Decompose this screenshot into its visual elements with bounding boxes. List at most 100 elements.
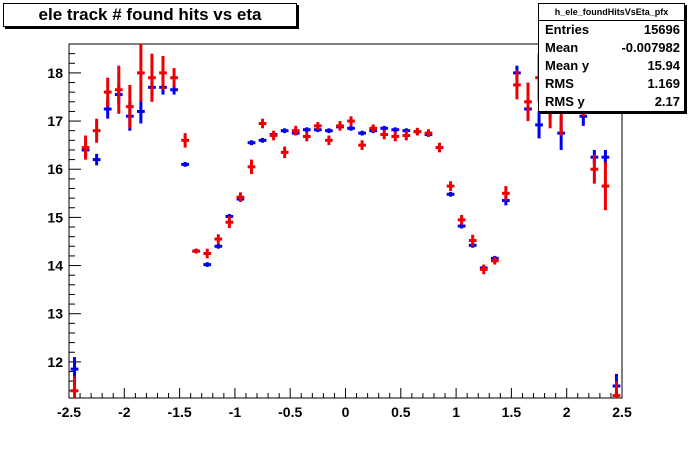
data-point — [347, 125, 355, 131]
data-point — [302, 131, 311, 142]
x-tick-label: -1 — [229, 404, 242, 420]
data-point — [313, 122, 322, 130]
data-point — [269, 130, 278, 141]
data-point — [291, 125, 300, 136]
data-point — [369, 124, 378, 133]
x-tick-label: -1.5 — [168, 404, 192, 420]
data-point — [391, 131, 400, 142]
data-point — [435, 142, 444, 153]
stats-row-rms-y: RMS y 2.17 — [539, 93, 684, 111]
data-point — [325, 135, 333, 146]
data-point — [391, 127, 400, 133]
data-point — [192, 248, 201, 254]
data-point — [490, 256, 499, 265]
x-tick-label: -2 — [118, 404, 131, 420]
data-point — [70, 376, 79, 398]
data-point — [258, 118, 267, 129]
stats-label: RMS y — [545, 94, 585, 109]
stats-value: -0.007982 — [621, 40, 680, 55]
axes: -2.5 -2 -1.5 -1 -0.5 0 0.5 1 1.5 2 2.5 12 13 14 15 16 17… — [47, 43, 632, 420]
data-point — [92, 118, 101, 143]
x-tick-label: 1 — [452, 404, 460, 420]
x-tick-label: 2 — [563, 404, 571, 420]
stats-value: 15.94 — [647, 58, 680, 73]
data-point — [325, 128, 333, 134]
data-point — [524, 82, 532, 122]
x-tick-label: 1.5 — [502, 404, 522, 420]
y-tick-label: 13 — [47, 306, 63, 322]
data-point — [181, 162, 190, 167]
stats-label: Mean — [545, 40, 579, 55]
stats-label: Mean y — [545, 58, 590, 73]
data-point — [590, 154, 599, 184]
data-point — [258, 137, 267, 143]
data-point — [446, 191, 455, 197]
data-point — [159, 56, 167, 90]
stats-row-rms: RMS 1.169 — [539, 75, 684, 93]
x-tick-label: 2.5 — [612, 404, 632, 420]
y-tick-label: 16 — [47, 161, 63, 177]
x-tick-label: -2.5 — [57, 404, 81, 420]
data-markers — [70, 44, 621, 398]
data-point — [413, 127, 422, 136]
data-point — [170, 68, 178, 88]
y-tick-label: 14 — [47, 258, 63, 274]
data-point — [214, 243, 223, 249]
data-point — [137, 99, 145, 124]
stats-box: h_ele_foundHitsVsEta_pfx Entries 15696 M… — [538, 3, 685, 112]
data-point — [236, 192, 245, 202]
x-tick-label: -0.5 — [278, 404, 302, 420]
data-point — [181, 133, 190, 148]
data-point — [114, 65, 123, 114]
data-point — [457, 214, 466, 225]
data-point — [479, 264, 488, 275]
data-point — [125, 84, 134, 129]
data-point — [402, 130, 411, 141]
data-point — [535, 111, 543, 139]
data-point — [446, 181, 455, 191]
y-tick-label: 12 — [47, 354, 63, 370]
data-point — [247, 159, 256, 175]
data-point — [380, 129, 389, 140]
stats-label: Entries — [545, 22, 590, 37]
data-point — [203, 248, 212, 259]
y-tick-label: 15 — [47, 209, 63, 225]
stats-value: 2.17 — [654, 94, 680, 109]
data-point — [247, 140, 256, 146]
y-tick-label: 18 — [47, 65, 63, 81]
data-point — [468, 234, 477, 247]
stats-histogram-name: h_ele_foundHitsVsEta_pfx — [539, 4, 684, 21]
data-point — [513, 70, 521, 100]
data-point — [137, 44, 145, 102]
x-tick-label: 0 — [342, 404, 350, 420]
stats-row-mean: Mean -0.007982 — [539, 39, 684, 57]
data-point — [302, 127, 311, 133]
data-point — [280, 146, 289, 159]
chart-title: ele track # found hits vs eta — [3, 3, 297, 27]
data-point — [358, 130, 366, 136]
stats-row-mean-y: Mean y 15.94 — [539, 57, 684, 75]
data-point — [225, 216, 234, 228]
x-tick-label: 0.5 — [391, 404, 411, 420]
stats-row-entries: Entries 15696 — [539, 21, 684, 39]
data-point — [336, 121, 344, 131]
y-tick-label: 17 — [47, 113, 63, 129]
data-point — [601, 162, 610, 211]
data-point — [612, 381, 621, 398]
stats-label: RMS — [545, 76, 574, 91]
data-point — [81, 135, 90, 160]
stats-value: 15696 — [643, 22, 680, 37]
data-point — [501, 186, 510, 201]
data-point — [280, 128, 289, 134]
data-point — [424, 129, 433, 137]
data-point — [347, 116, 355, 126]
data-point — [103, 77, 112, 107]
stats-value: 1.169 — [647, 76, 680, 91]
data-point — [214, 234, 223, 244]
data-point — [203, 262, 212, 267]
data-point — [148, 53, 156, 102]
data-point — [358, 140, 366, 150]
data-point — [92, 153, 101, 166]
